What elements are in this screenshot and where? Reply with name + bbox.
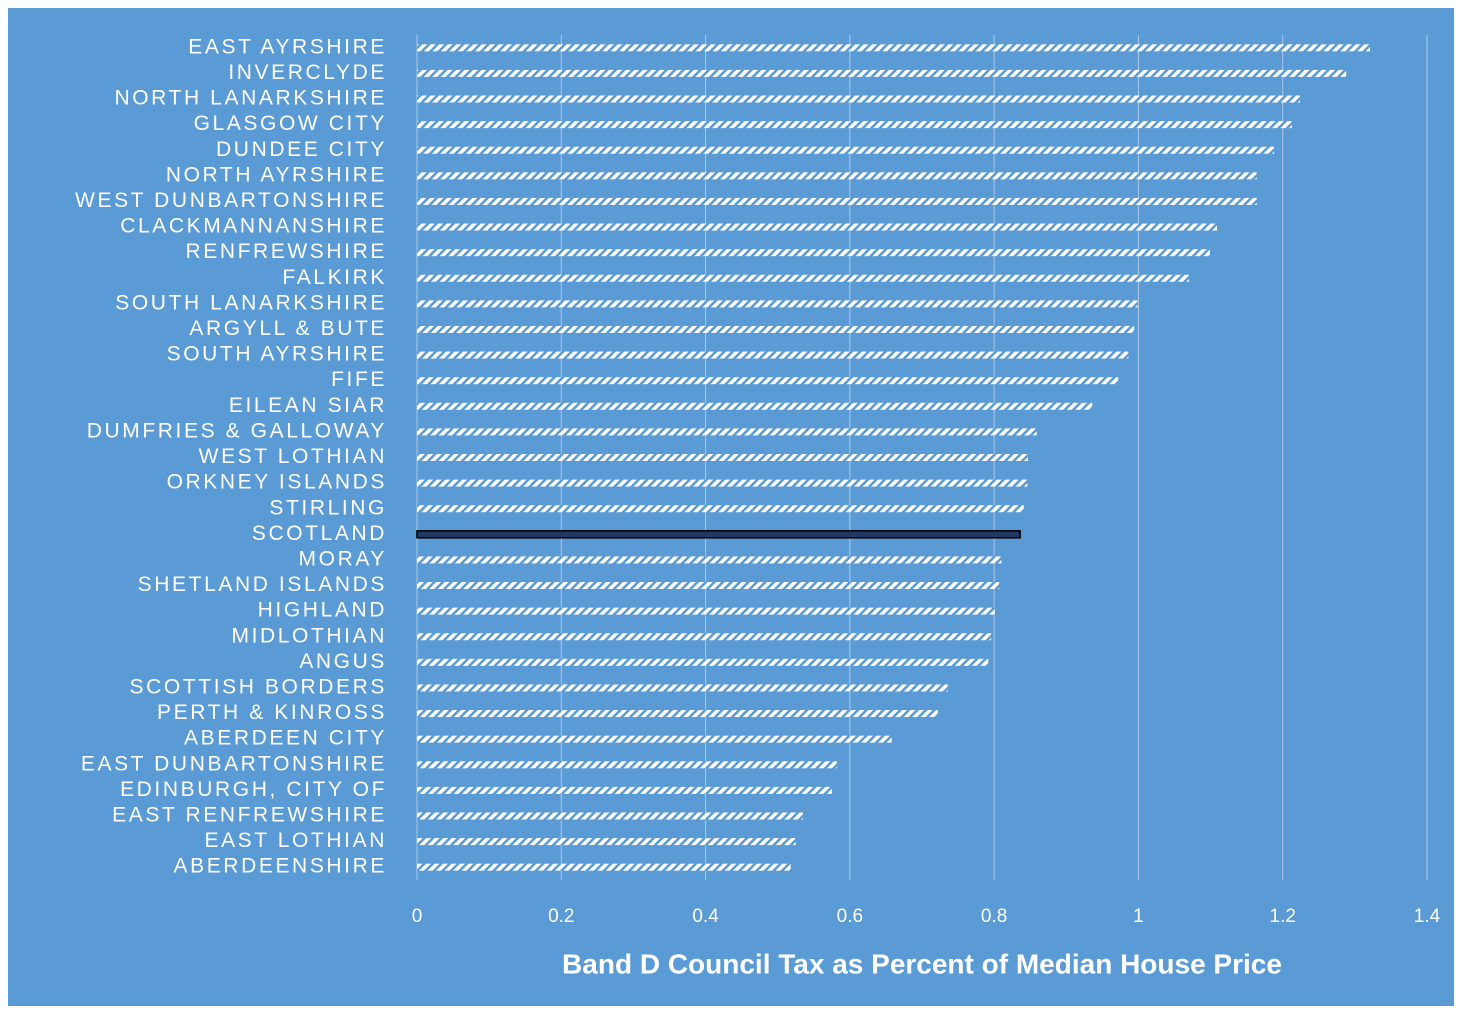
bar: [417, 402, 1093, 410]
y-tick-label: EAST AYRSHIRE: [188, 35, 387, 58]
bar: [417, 172, 1257, 180]
bar: [417, 274, 1189, 282]
x-tick-label: 1.2: [1270, 906, 1296, 927]
bar: [416, 530, 1021, 539]
y-tick-label: MIDLOTHIAN: [231, 624, 387, 647]
bar: [417, 377, 1119, 385]
bar: [417, 351, 1129, 359]
y-tick-label: EAST RENFREWSHIRE: [112, 804, 387, 827]
x-tick-label: 0: [412, 906, 423, 927]
bar: [417, 582, 1000, 590]
y-tick-label: DUMFRIES & GALLOWAY: [87, 419, 387, 442]
bar: [417, 633, 992, 641]
x-axis-title: Band D Council Tax as Percent of Median …: [562, 948, 1282, 979]
y-tick-label: ORKNEY ISLANDS: [167, 471, 387, 494]
x-tick-label: 0.6: [837, 906, 863, 927]
y-tick-label: ARGYLL & BUTE: [189, 317, 387, 340]
bar: [417, 300, 1138, 308]
bar: [417, 607, 995, 615]
bar: [417, 735, 892, 743]
y-tick-label: RENFREWSHIRE: [185, 240, 387, 263]
bar: [417, 325, 1135, 333]
y-tick-label: WEST DUNBARTONSHIRE: [75, 189, 387, 212]
y-tick-label: EAST DUNBARTONSHIRE: [81, 752, 387, 775]
y-tick-label: STIRLING: [269, 496, 387, 519]
y-tick-label: FIFE: [331, 368, 387, 391]
bar: [417, 249, 1210, 257]
bar: [417, 69, 1347, 77]
y-tick-label: NORTH AYRSHIRE: [166, 163, 387, 186]
y-tick-label: FALKIRK: [282, 266, 387, 289]
y-tick-label: SOUTH AYRSHIRE: [167, 343, 387, 366]
y-tick-label: SCOTTISH BORDERS: [130, 676, 387, 699]
bar: [417, 684, 948, 692]
bar: [417, 121, 1293, 129]
bar: [417, 658, 989, 666]
bar: [417, 786, 832, 794]
y-tick-label: WEST LOTHIAN: [199, 445, 387, 468]
x-tick-label: 0.8: [981, 906, 1007, 927]
y-tick-label: NORTH LANARKSHIRE: [114, 87, 387, 110]
x-tick-label: 0.4: [692, 906, 719, 927]
y-tick-label: PERTH & KINROSS: [157, 701, 387, 724]
y-tick-label: SHETLAND ISLANDS: [138, 573, 387, 596]
y-tick-label: EAST LOTHIAN: [204, 829, 387, 852]
y-tick-label: HIGHLAND: [258, 599, 387, 622]
x-tick-label: 1: [1133, 906, 1144, 927]
bar: [417, 838, 796, 846]
bar: [417, 223, 1218, 231]
x-tick-label: 1.4: [1414, 906, 1441, 927]
y-tick-label: SCOTLAND: [252, 522, 387, 545]
bar: [417, 479, 1028, 487]
bar: [417, 197, 1257, 205]
bar: [417, 761, 837, 769]
y-tick-label: DUNDEE CITY: [216, 138, 387, 161]
y-tick-label: SOUTH LANARKSHIRE: [115, 291, 387, 314]
y-tick-label: GLASGOW CITY: [194, 112, 387, 135]
bar: [417, 812, 803, 820]
bar: [417, 710, 938, 718]
bar: [417, 428, 1037, 436]
bar: [417, 44, 1371, 52]
bar: [417, 454, 1029, 461]
y-tick-label: EDINBURGH, CITY OF: [120, 778, 387, 801]
y-tick-label: EILEAN SIAR: [229, 394, 387, 417]
x-tick-label: 0.2: [548, 906, 574, 927]
bar: [417, 95, 1301, 103]
y-tick-label: ABERDEEN CITY: [184, 727, 387, 750]
bar: [417, 863, 791, 871]
bar: [417, 556, 1002, 564]
y-tick-label: MORAY: [299, 547, 387, 570]
bar: [417, 146, 1275, 154]
y-tick-label: ANGUS: [299, 650, 387, 673]
y-tick-label: INVERCLYDE: [228, 61, 387, 84]
y-tick-label: ABERDEENSHIRE: [173, 855, 387, 878]
y-tick-label: CLACKMANNANSHIRE: [120, 215, 387, 238]
bar: [417, 505, 1024, 513]
